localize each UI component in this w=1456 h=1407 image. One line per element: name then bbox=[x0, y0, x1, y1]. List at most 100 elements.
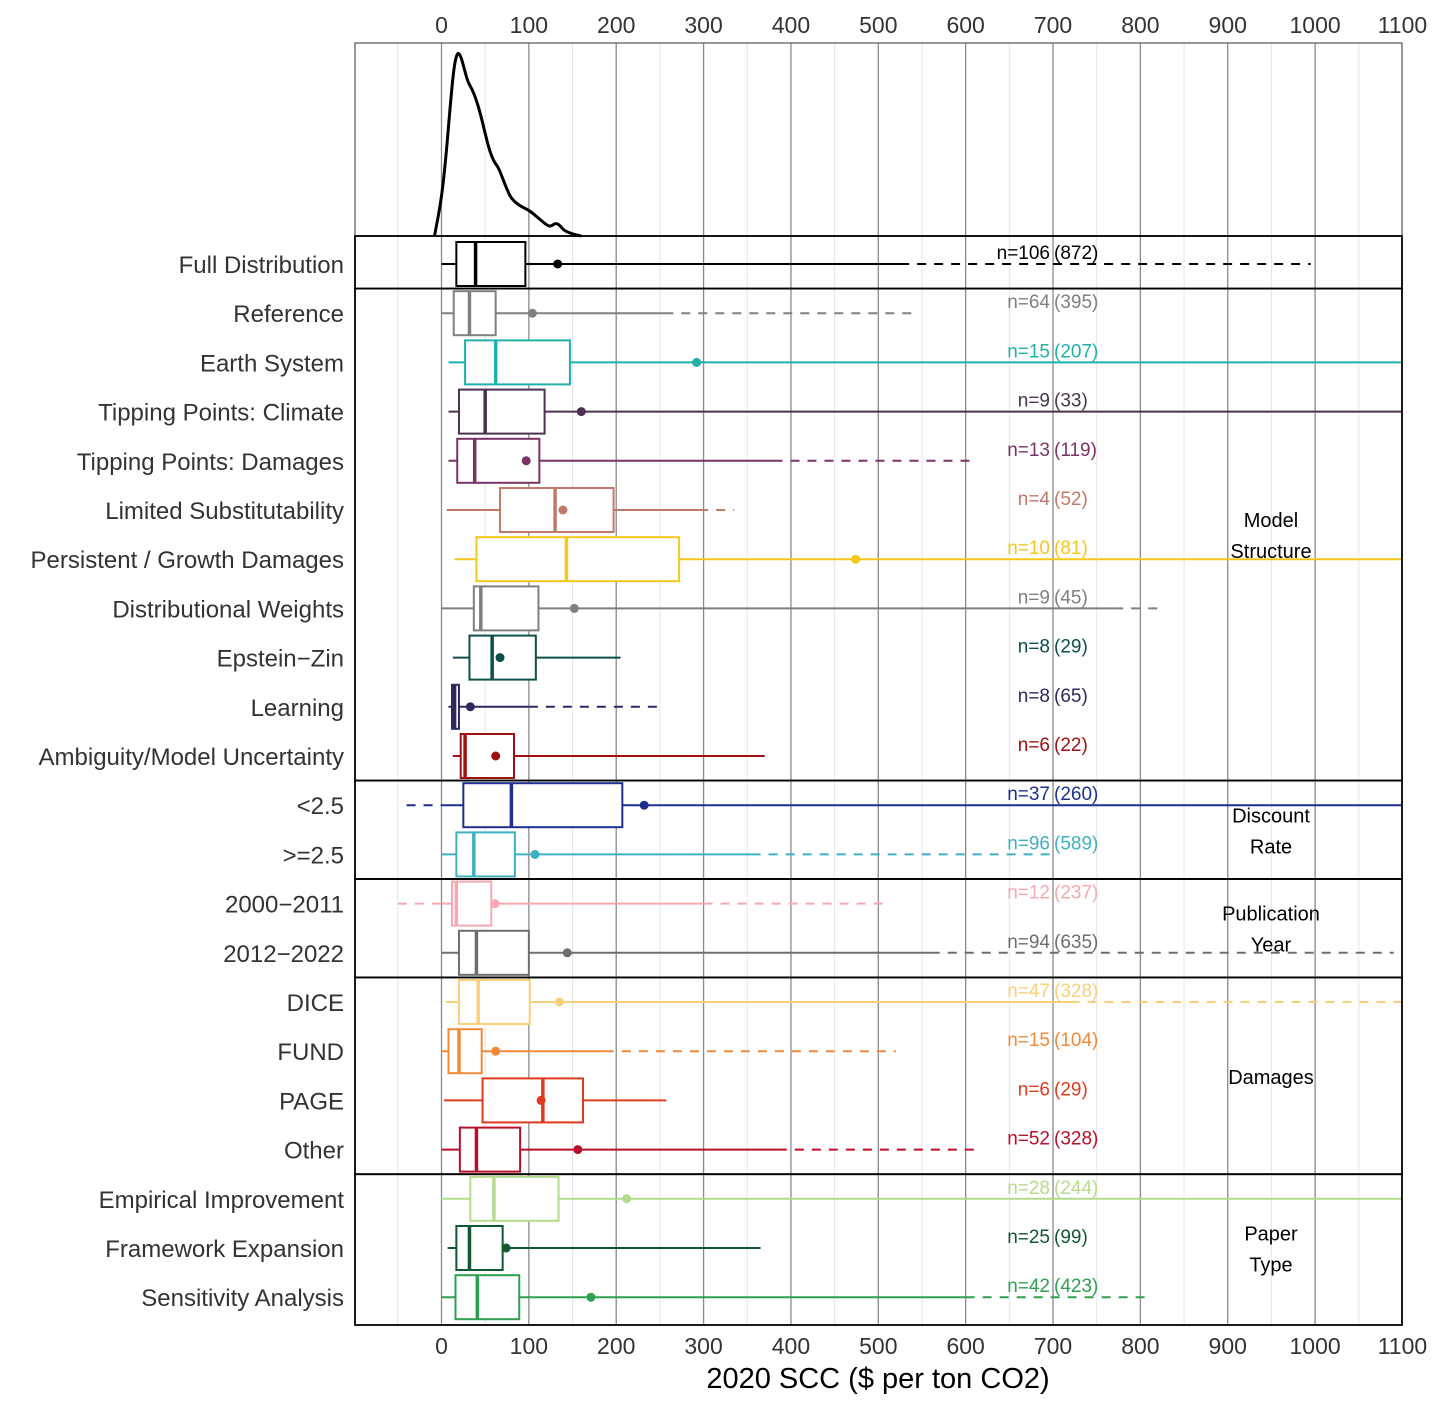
boxplot-row: Limited Substitutability n=4 (52) bbox=[105, 487, 1088, 533]
n-value: n=15 bbox=[1007, 1030, 1050, 1051]
mean-point bbox=[692, 357, 702, 367]
n-label: n=94 (635) bbox=[1007, 932, 1098, 953]
boxplot-row: 2000−2011 n=12 (237) bbox=[225, 880, 1098, 927]
density-panel bbox=[433, 51, 582, 238]
bottom-tick-label: 1100 bbox=[1378, 1333, 1427, 1359]
box bbox=[459, 733, 516, 779]
n-value: n=52 bbox=[1007, 1129, 1050, 1150]
mean-point bbox=[639, 800, 649, 810]
n-label: n=12 (237) bbox=[1007, 883, 1098, 904]
top-tick-label: 1000 bbox=[1290, 12, 1341, 38]
box bbox=[454, 1274, 521, 1321]
box bbox=[457, 929, 530, 976]
group-label: Paper bbox=[1244, 1224, 1298, 1246]
count-value: (52) bbox=[1054, 489, 1088, 510]
box bbox=[447, 1028, 483, 1075]
count-value: (395) bbox=[1054, 292, 1098, 313]
n-value: n=42 bbox=[1007, 1276, 1050, 1297]
row-label: DICE bbox=[287, 990, 344, 1017]
count-value: (99) bbox=[1054, 1227, 1088, 1248]
bottom-tick-label: 100 bbox=[510, 1333, 548, 1359]
n-label: n=15 (104) bbox=[1007, 1030, 1098, 1051]
count-value: (104) bbox=[1054, 1030, 1098, 1051]
row-label: Reference bbox=[233, 301, 344, 328]
x-axis-title: 2020 SCC ($ per ton CO2) bbox=[706, 1363, 1049, 1395]
row-label: Full Distribution bbox=[179, 252, 344, 279]
mean-point bbox=[527, 308, 537, 318]
n-label: n=8 (29) bbox=[1018, 637, 1088, 658]
bottom-tick-label: 1000 bbox=[1290, 1333, 1341, 1359]
row-label: 2000−2011 bbox=[225, 892, 344, 919]
n-value: n=37 bbox=[1007, 784, 1050, 805]
bottom-tick-label: 0 bbox=[435, 1333, 448, 1359]
row-label: Earth System bbox=[200, 350, 344, 377]
group-label: Model bbox=[1244, 510, 1298, 532]
mean-point bbox=[569, 603, 579, 613]
mean-point bbox=[586, 1292, 596, 1302]
row-label: Persistent / Growth Damages bbox=[31, 547, 344, 574]
count-value: (328) bbox=[1054, 981, 1098, 1002]
group-label: Structure bbox=[1230, 541, 1311, 563]
mean-point bbox=[536, 1095, 546, 1105]
n-label: n=6 (22) bbox=[1018, 735, 1088, 756]
boxplot-row: Tipping Points: Climate n=9 (33) bbox=[98, 388, 1402, 435]
top-tick-label: 0 bbox=[435, 12, 448, 38]
top-tick-label: 400 bbox=[772, 12, 810, 38]
row-label: Ambiguity/Model Uncertainty bbox=[39, 744, 344, 771]
n-label: n=9 (45) bbox=[1018, 587, 1088, 608]
n-value: n=9 bbox=[1018, 391, 1050, 412]
n-label: n=47 (328) bbox=[1007, 981, 1098, 1002]
box bbox=[475, 536, 681, 583]
count-value: (635) bbox=[1054, 932, 1098, 953]
n-label: n=106 (872) bbox=[997, 243, 1099, 264]
group-label: Damages bbox=[1228, 1067, 1314, 1089]
n-label: n=64 (395) bbox=[1007, 292, 1098, 313]
n-value: n=94 bbox=[1007, 932, 1050, 953]
count-value: (29) bbox=[1054, 1079, 1088, 1100]
boxplot-row: Other n=52 (328) bbox=[284, 1126, 1098, 1173]
boxplot-row: Ambiguity/Model Uncertainty n=6 (22) bbox=[39, 733, 1088, 779]
row-label: <2.5 bbox=[297, 793, 344, 820]
group-label: Publication bbox=[1222, 904, 1320, 926]
row-label: Framework Expansion bbox=[105, 1236, 344, 1263]
n-value: n=96 bbox=[1007, 833, 1050, 854]
n-value: n=106 bbox=[997, 243, 1050, 264]
row-label: Learning bbox=[251, 695, 344, 722]
mean-point bbox=[465, 702, 475, 712]
n-label: n=52 (328) bbox=[1007, 1129, 1098, 1150]
bottom-tick-label: 800 bbox=[1121, 1333, 1159, 1359]
mean-point bbox=[576, 407, 586, 417]
box bbox=[455, 1225, 504, 1271]
mean-point bbox=[554, 997, 564, 1007]
n-label: n=42 (423) bbox=[1007, 1276, 1098, 1297]
mean-point bbox=[501, 1243, 511, 1253]
n-value: n=10 bbox=[1007, 538, 1050, 559]
n-label: n=13 (119) bbox=[1007, 440, 1097, 461]
mean-point bbox=[491, 751, 501, 761]
boxplot-row: >=2.5 n=96 (589) bbox=[283, 831, 1098, 878]
boxplot-row: PAGE n=6 (29) bbox=[279, 1077, 1088, 1124]
row-label: Epstein−Zin bbox=[217, 646, 344, 673]
mean-point bbox=[530, 849, 540, 859]
boxplot-row: Epstein−Zin n=8 (29) bbox=[217, 634, 1088, 681]
top-tick-label: 800 bbox=[1121, 12, 1159, 38]
mean-point bbox=[491, 1046, 501, 1056]
n-label: n=8 (65) bbox=[1018, 686, 1088, 707]
count-value: (589) bbox=[1054, 833, 1098, 854]
n-value: n=25 bbox=[1007, 1227, 1050, 1248]
box bbox=[469, 1175, 560, 1222]
mean-point bbox=[562, 948, 572, 958]
n-label: n=37 (260) bbox=[1007, 784, 1098, 805]
row-label: Tipping Points: Climate bbox=[98, 400, 344, 427]
box bbox=[458, 1126, 522, 1173]
box bbox=[457, 979, 531, 1025]
n-label: n=28 (244) bbox=[1007, 1178, 1098, 1199]
bottom-tick-label: 900 bbox=[1209, 1333, 1247, 1359]
n-label: n=4 (52) bbox=[1018, 489, 1088, 510]
boxplot-row: Distributional Weights n=9 (45) bbox=[112, 585, 1163, 632]
mean-point bbox=[521, 456, 531, 466]
boxplot-row: Sensitivity Analysis n=42 (423) bbox=[141, 1274, 1145, 1321]
row-label: Sensitivity Analysis bbox=[141, 1285, 344, 1312]
row-label: Tipping Points: Damages bbox=[77, 449, 344, 476]
